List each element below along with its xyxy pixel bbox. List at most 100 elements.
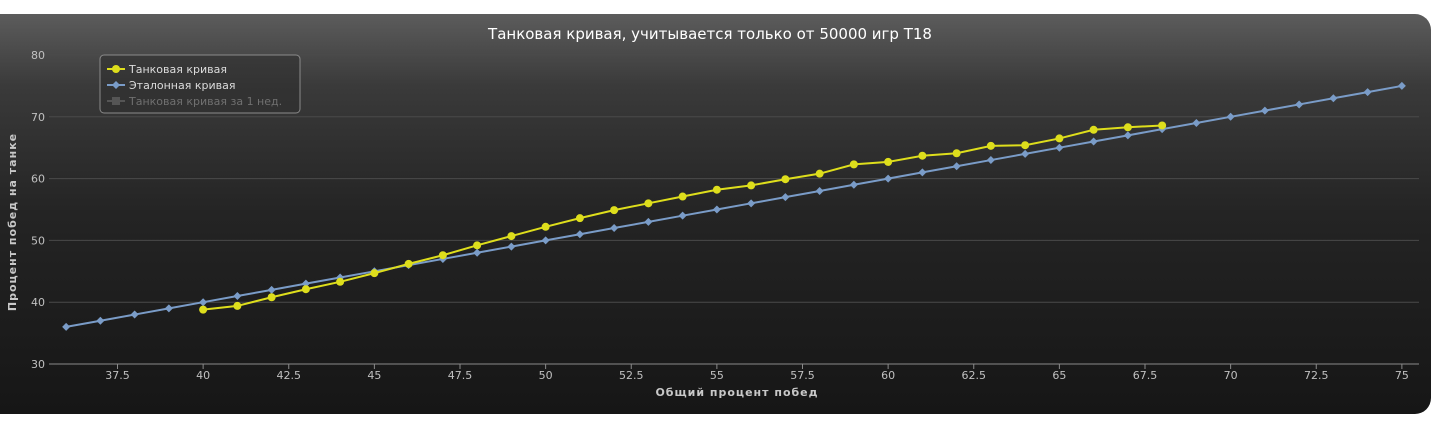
- data-point: [1123, 123, 1132, 132]
- data-point: [644, 199, 653, 208]
- data-point: [747, 199, 756, 208]
- data-point: [301, 285, 310, 294]
- data-point: [952, 149, 961, 158]
- data-point: [1021, 141, 1030, 150]
- y-axis-title: Процент побед на танке: [6, 133, 19, 311]
- y-tick-label: 70: [31, 111, 45, 124]
- y-tick-label: 30: [31, 358, 45, 371]
- data-point: [1397, 81, 1406, 90]
- data-point: [815, 186, 824, 195]
- chart-title: Танковая кривая, учитывается только от 5…: [487, 25, 932, 43]
- legend-marker-diamond: [112, 81, 120, 89]
- x-tick-label: 67.5: [1133, 369, 1158, 382]
- data-point: [1158, 121, 1167, 130]
- data-point: [575, 230, 584, 239]
- data-point: [267, 285, 276, 294]
- y-tick-label: 50: [31, 234, 45, 247]
- data-point: [1226, 112, 1235, 121]
- data-point: [336, 277, 345, 286]
- x-tick-labels: 37.5 40 42.5 45 47.5 50 52.5 55 57.5 60 62.5 65 67.5…: [105, 369, 1409, 382]
- data-point: [952, 162, 961, 171]
- data-point: [644, 217, 653, 226]
- x-tick-label: 72.5: [1304, 369, 1329, 382]
- x-axis-title: Общий процент побед: [655, 386, 818, 399]
- x-tick-label: 57.5: [790, 369, 815, 382]
- data-point: [781, 193, 790, 202]
- data-point: [507, 232, 516, 241]
- data-point: [62, 322, 71, 331]
- data-point: [1123, 131, 1132, 140]
- data-point: [1260, 106, 1269, 115]
- data-point: [473, 241, 482, 250]
- x-tick-label: 40: [196, 369, 210, 382]
- x-tick-label: 37.5: [105, 369, 130, 382]
- data-point: [301, 279, 310, 288]
- data-point: [1192, 118, 1201, 127]
- data-point: [1363, 88, 1372, 97]
- data-point: [884, 174, 893, 183]
- data-point: [849, 180, 858, 189]
- data-point: [712, 185, 721, 194]
- data-point: [781, 175, 790, 184]
- x-tick-label: 55: [710, 369, 724, 382]
- x-tick-label: 50: [539, 369, 553, 382]
- data-point: [507, 242, 516, 251]
- legend-marker-circle: [112, 65, 120, 73]
- data-point: [1329, 94, 1338, 103]
- x-tick-label: 52.5: [619, 369, 644, 382]
- data-point: [884, 157, 893, 166]
- y-tick-label: 60: [31, 173, 45, 186]
- chart-panel: Танковая кривая, учитывается только от 5…: [0, 14, 1431, 414]
- data-point: [233, 292, 242, 301]
- x-tick-label: 47.5: [448, 369, 473, 382]
- data-point: [473, 248, 482, 257]
- y-tick-labels: 30 40 50 60 70 80: [31, 49, 45, 371]
- data-point: [712, 205, 721, 214]
- data-point: [678, 211, 687, 220]
- legend: Танковая кривая Эталонная кривая Танковая …: [99, 54, 301, 114]
- data-point: [918, 168, 927, 177]
- data-point: [199, 298, 208, 307]
- data-point: [541, 236, 550, 245]
- data-point: [404, 259, 413, 268]
- legend-label: Танковая кривая за 1 нед.: [128, 95, 282, 108]
- data-point: [918, 151, 927, 160]
- data-point: [130, 310, 139, 319]
- data-point: [678, 192, 687, 201]
- x-tick-label: 75: [1395, 369, 1409, 382]
- data-point: [986, 156, 995, 165]
- data-point: [1021, 149, 1030, 158]
- data-point: [1055, 143, 1064, 152]
- data-point: [815, 169, 824, 178]
- data-point: [267, 293, 276, 302]
- x-tick-label: 70: [1224, 369, 1238, 382]
- data-point: [199, 305, 208, 314]
- x-tick-label: 60: [881, 369, 895, 382]
- data-point: [747, 181, 756, 190]
- data-point: [233, 301, 242, 310]
- legend-label: Танковая кривая: [128, 63, 227, 76]
- chart-svg: Танковая кривая, учитывается только от 5…: [6, 25, 1419, 399]
- y-tick-label: 40: [31, 296, 45, 309]
- x-tick-label: 45: [367, 369, 381, 382]
- legend-box: [99, 54, 301, 114]
- data-point: [1089, 137, 1098, 146]
- data-point: [164, 304, 173, 313]
- data-point: [438, 251, 447, 260]
- y-tick-label: 80: [31, 49, 45, 62]
- legend-label: Эталонная кривая: [129, 79, 235, 92]
- data-point: [610, 224, 619, 233]
- x-tick-label: 42.5: [277, 369, 302, 382]
- series-line-1: [65, 84, 1403, 328]
- data-point: [610, 206, 619, 215]
- data-point: [1295, 100, 1304, 109]
- data-point: [575, 214, 584, 223]
- data-point: [986, 141, 995, 150]
- data-point: [96, 316, 105, 325]
- legend-marker-square: [112, 97, 120, 105]
- data-point: [1055, 134, 1064, 143]
- data-point: [1089, 125, 1098, 134]
- data-point: [541, 222, 550, 231]
- data-point: [370, 269, 379, 278]
- data-point: [849, 160, 858, 169]
